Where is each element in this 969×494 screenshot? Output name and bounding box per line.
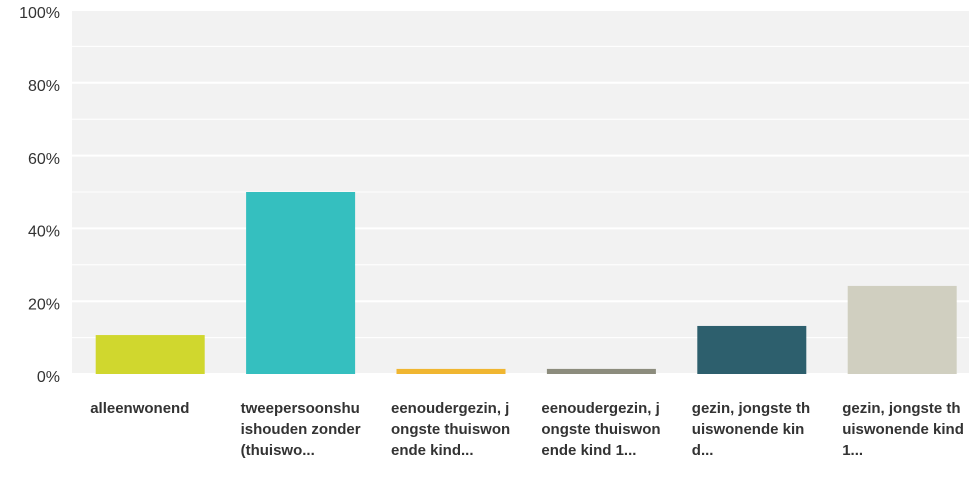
bar — [697, 325, 807, 374]
x-tick-label: tweepersoonshuishouden zonder (thuiswo..… — [240, 400, 361, 459]
x-tick-label: eenoudergezin, jongste thuiswonende kind… — [391, 400, 511, 459]
y-tick-label: 0% — [37, 369, 60, 386]
bar — [546, 368, 656, 374]
x-tick-label: alleenwonend — [90, 400, 190, 417]
bar — [246, 192, 356, 374]
x-tick-label: eenoudergezin, jongste thuiswonende kind… — [541, 400, 661, 459]
bar — [847, 285, 957, 374]
y-tick-label: 60% — [28, 151, 60, 168]
x-tick-label: gezin, jongste thuiswonende kind 1... — [842, 400, 964, 459]
y-tick-label: 40% — [28, 224, 60, 241]
y-tick-label: 80% — [28, 78, 60, 95]
y-tick-label: 20% — [28, 296, 60, 313]
y-tick-label: 100% — [19, 5, 60, 22]
x-tick-label: gezin, jongste thuiswonende kind... — [691, 400, 811, 459]
bar — [95, 335, 205, 374]
bar — [396, 368, 506, 374]
